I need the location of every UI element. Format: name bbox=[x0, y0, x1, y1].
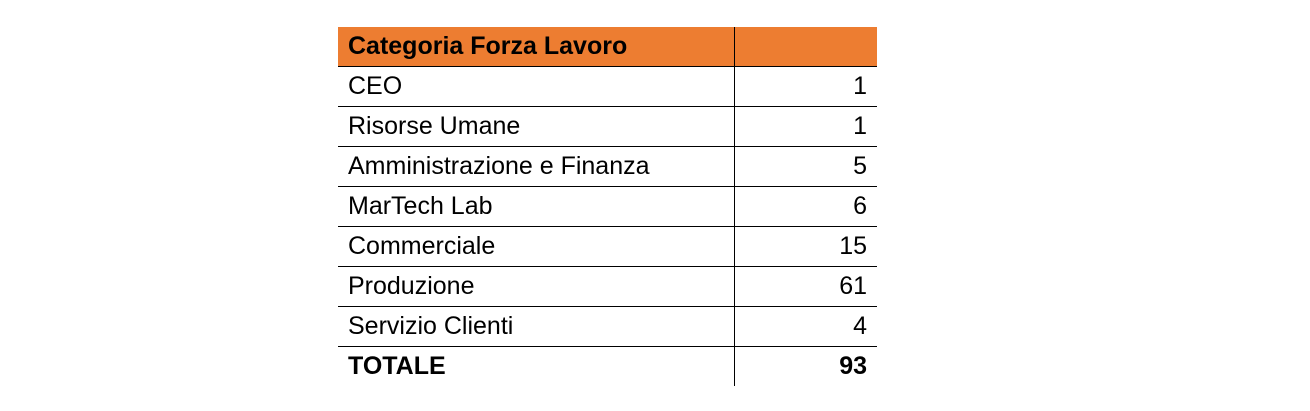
row-value-risorse-umane: 1 bbox=[733, 106, 877, 147]
table-row: CEO 1 bbox=[338, 66, 877, 107]
workforce-category-table: Categoria Forza Lavoro CEO 1 Risorse Uma… bbox=[338, 27, 877, 386]
row-value-amministrazione-finanza: 5 bbox=[733, 146, 877, 187]
table-header-row: Categoria Forza Lavoro bbox=[338, 27, 877, 67]
header-value-label bbox=[733, 27, 877, 67]
row-value-servizio-clienti: 4 bbox=[733, 306, 877, 347]
total-value: 93 bbox=[733, 346, 877, 386]
table-row: Amministrazione e Finanza 5 bbox=[338, 146, 877, 187]
row-label-servizio-clienti: Servizio Clienti bbox=[338, 306, 734, 347]
table-row: Commerciale 15 bbox=[338, 226, 877, 267]
row-label-risorse-umane: Risorse Umane bbox=[338, 106, 734, 147]
total-label: TOTALE bbox=[348, 352, 446, 380]
row-label-commerciale: Commerciale bbox=[338, 226, 734, 267]
row-label-amministrazione-finanza: Amministrazione e Finanza bbox=[338, 146, 734, 187]
row-value-ceo: 1 bbox=[733, 66, 877, 107]
table-row: MarTech Lab 6 bbox=[338, 186, 877, 227]
row-label-ceo: CEO bbox=[338, 66, 734, 107]
table-total-row: TOTALE 93 bbox=[338, 346, 877, 386]
row-label-produzione: Produzione bbox=[338, 266, 734, 307]
table-row: Risorse Umane 1 bbox=[338, 106, 877, 147]
row-value-produzione: 61 bbox=[733, 266, 877, 307]
table-row: Servizio Clienti 4 bbox=[338, 306, 877, 347]
row-value-commerciale: 15 bbox=[733, 226, 877, 267]
row-label-martech-lab: MarTech Lab bbox=[338, 186, 734, 227]
row-value-martech-lab: 6 bbox=[733, 186, 877, 227]
header-category-label: Categoria Forza Lavoro bbox=[338, 27, 734, 67]
table-row: Produzione 61 bbox=[338, 266, 877, 307]
